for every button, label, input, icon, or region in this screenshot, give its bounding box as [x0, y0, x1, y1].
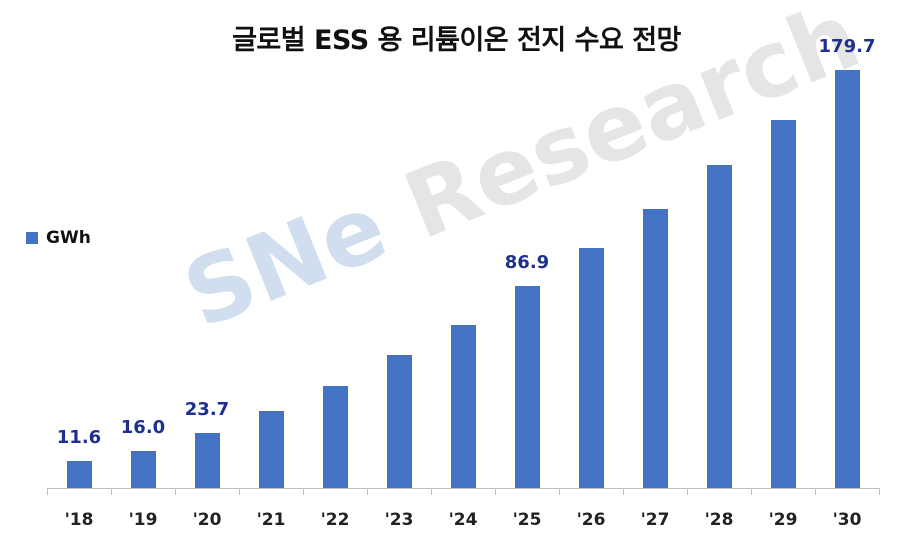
bar-22	[322, 385, 348, 488]
x-tick-label: '22	[320, 510, 350, 530]
bar-25	[514, 285, 540, 488]
data-label: 86.9	[504, 251, 550, 273]
x-axis-tick	[815, 488, 816, 495]
bar-20	[194, 432, 220, 488]
data-label: 23.7	[184, 398, 230, 420]
legend-swatch-gwh	[26, 232, 38, 244]
x-tick-label: '30	[832, 510, 862, 530]
x-axis-tick	[111, 488, 112, 495]
x-axis-tick	[47, 488, 48, 495]
x-tick-label: '29	[768, 510, 798, 530]
x-axis-tick	[175, 488, 176, 495]
x-axis-tick	[495, 488, 496, 495]
x-tick-label: '19	[128, 510, 158, 530]
bar-18	[66, 461, 92, 488]
x-axis-tick	[303, 488, 304, 495]
x-tick-label: '20	[192, 510, 222, 530]
bar-21	[258, 411, 284, 488]
bar-27	[642, 208, 668, 488]
x-axis-tick	[239, 488, 240, 495]
bar-24	[450, 325, 476, 488]
data-label: 16.0	[120, 416, 166, 438]
x-tick-label: '23	[384, 510, 414, 530]
x-tick-label: '21	[256, 510, 286, 530]
bar-28	[706, 164, 732, 488]
chart-title: 글로벌 ESS 용 리튬이온 전지 수요 전망	[232, 25, 681, 56]
x-axis	[47, 488, 879, 489]
x-axis-tick	[751, 488, 752, 495]
bar-29	[770, 120, 796, 488]
x-tick-label: '27	[640, 510, 670, 530]
bar-23	[386, 355, 412, 488]
bar-26	[578, 248, 604, 488]
data-label: 11.6	[56, 427, 102, 449]
bar-19	[130, 450, 156, 488]
x-tick-label: '25	[512, 510, 542, 530]
data-label: 179.7	[818, 36, 876, 57]
x-axis-tick	[367, 488, 368, 495]
legend: GWh	[26, 228, 91, 248]
x-axis-tick	[431, 488, 432, 495]
x-tick-label: '26	[576, 510, 606, 530]
x-axis-tick	[687, 488, 688, 495]
x-tick-label: '24	[448, 510, 478, 530]
legend-label-gwh: GWh	[46, 228, 91, 248]
x-tick-label: '18	[64, 510, 94, 530]
bar-30	[834, 70, 860, 488]
x-axis-tick	[879, 488, 880, 495]
x-axis-tick	[623, 488, 624, 495]
x-axis-tick	[559, 488, 560, 495]
x-tick-label: '28	[704, 510, 734, 530]
